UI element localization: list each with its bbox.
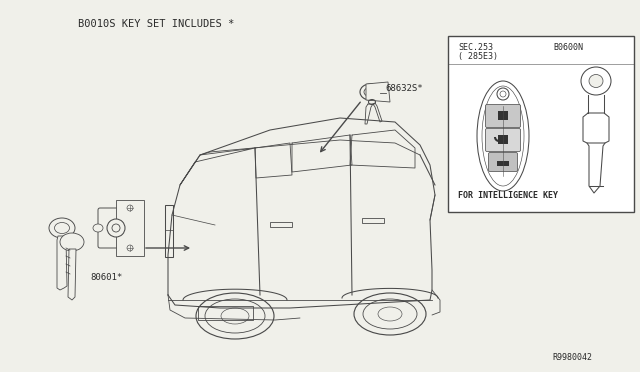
Ellipse shape	[60, 233, 84, 251]
Polygon shape	[68, 249, 76, 300]
FancyBboxPatch shape	[98, 208, 140, 248]
Text: ( 285E3): ( 285E3)	[458, 52, 498, 61]
Text: FOR INTELLIGENCE KEY: FOR INTELLIGENCE KEY	[458, 191, 558, 200]
Polygon shape	[57, 236, 67, 290]
Ellipse shape	[360, 84, 380, 100]
Bar	[448, 36, 634, 212]
Bar	[116, 200, 144, 256]
FancyBboxPatch shape	[486, 128, 520, 151]
Ellipse shape	[477, 81, 529, 191]
Ellipse shape	[49, 218, 75, 238]
Text: R9980042: R9980042	[552, 353, 592, 362]
Polygon shape	[366, 82, 390, 102]
Ellipse shape	[497, 88, 509, 100]
Ellipse shape	[367, 90, 373, 94]
Bar	[498, 135, 508, 144]
Bar	[165, 205, 173, 257]
Bar	[270, 222, 292, 227]
FancyBboxPatch shape	[488, 153, 518, 171]
Text: 68632S*: 68632S*	[385, 84, 422, 93]
Ellipse shape	[581, 67, 611, 95]
Ellipse shape	[107, 219, 125, 237]
Text: B0010S KEY SET INCLUDES *: B0010S KEY SET INCLUDES *	[78, 19, 234, 29]
Text: 80601*: 80601*	[90, 273, 122, 282]
Ellipse shape	[589, 74, 603, 87]
Polygon shape	[497, 161, 509, 166]
FancyBboxPatch shape	[486, 105, 520, 128]
Bar	[198, 306, 253, 320]
Text: SEC.253: SEC.253	[458, 43, 493, 52]
Bar	[362, 218, 384, 223]
Text: B0600N: B0600N	[553, 43, 583, 52]
Ellipse shape	[93, 224, 103, 232]
Bar	[498, 111, 508, 120]
